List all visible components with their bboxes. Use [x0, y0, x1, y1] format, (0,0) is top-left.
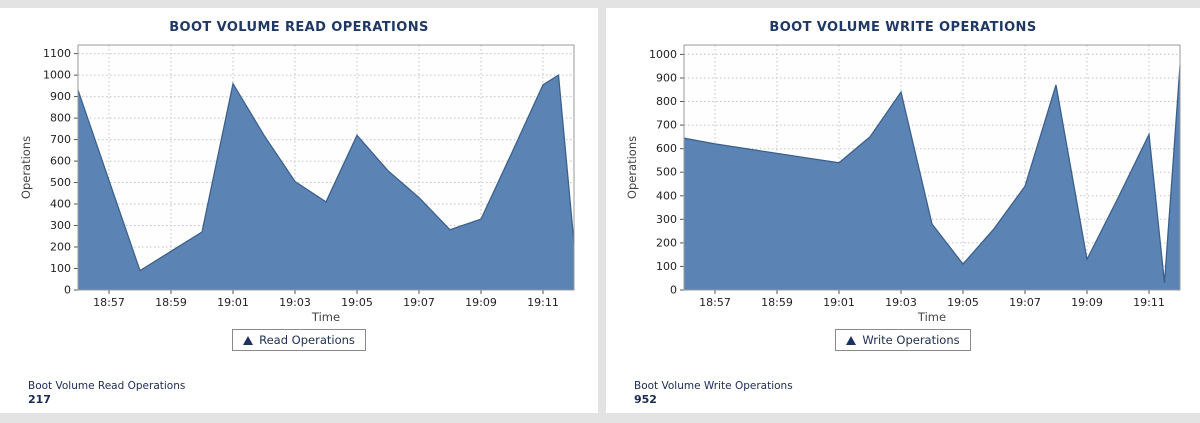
summary-value: 217: [28, 393, 51, 406]
svg-text:500: 500: [656, 166, 677, 179]
series-marker-icon: [243, 335, 254, 345]
svg-text:1100: 1100: [43, 47, 71, 60]
svg-text:700: 700: [50, 133, 71, 146]
summary-read: Boot Volume Read Operations 217: [28, 379, 185, 407]
legend-wrap-write: Write Operations: [606, 329, 1200, 351]
series-marker-icon: [846, 335, 857, 345]
svg-text:900: 900: [656, 72, 677, 85]
svg-text:400: 400: [50, 198, 71, 211]
write-operations-panel: BOOT VOLUME WRITE OPERATIONS 0 100 200 300 4…: [606, 8, 1200, 413]
svg-text:700: 700: [656, 119, 677, 132]
svg-text:Time: Time: [311, 310, 340, 324]
svg-text:Time: Time: [917, 310, 946, 324]
summary-label: Boot Volume Read Operations: [28, 380, 186, 392]
legend-label: Write Operations: [862, 333, 960, 347]
svg-text:19:11: 19:11: [527, 296, 559, 309]
svg-text:200: 200: [50, 241, 71, 254]
svg-text:1000: 1000: [649, 48, 677, 61]
svg-text:18:57: 18:57: [93, 296, 125, 309]
svg-text:Operations: Operations: [625, 136, 639, 199]
svg-text:400: 400: [656, 189, 677, 202]
svg-text:300: 300: [50, 219, 71, 232]
summary-label: Boot Volume Write Operations: [634, 380, 793, 392]
svg-text:100: 100: [50, 262, 71, 275]
svg-text:600: 600: [50, 155, 71, 168]
legend-label: Read Operations: [259, 333, 355, 347]
svg-text:500: 500: [50, 176, 71, 189]
svg-text:1000: 1000: [43, 69, 71, 82]
svg-text:0: 0: [670, 284, 677, 297]
svg-text:800: 800: [656, 95, 677, 108]
svg-text:19:01: 19:01: [823, 296, 855, 309]
svg-text:19:05: 19:05: [947, 296, 979, 309]
svg-text:19:07: 19:07: [403, 296, 435, 309]
summary-value: 952: [634, 393, 657, 406]
write-operations-chart: 0 100 200 300 400 500 600 700 800 900 1000 18:57 18:…: [625, 44, 1181, 324]
panel-divider: [598, 0, 606, 423]
svg-text:100: 100: [656, 260, 677, 273]
svg-text:19:09: 19:09: [1071, 296, 1103, 309]
svg-text:18:57: 18:57: [699, 296, 731, 309]
svg-text:Operations: Operations: [19, 136, 33, 199]
svg-text:19:01: 19:01: [217, 296, 249, 309]
svg-text:19:11: 19:11: [1133, 296, 1165, 309]
chart-title-read: BOOT VOLUME READ OPERATIONS: [169, 20, 429, 35]
svg-text:19:09: 19:09: [465, 296, 497, 309]
svg-text:18:59: 18:59: [155, 296, 187, 309]
svg-text:18:59: 18:59: [761, 296, 793, 309]
svg-text:19:03: 19:03: [279, 296, 311, 309]
legend-read-operations[interactable]: Read Operations: [232, 329, 366, 351]
svg-text:0: 0: [64, 284, 71, 297]
chart-title-write: BOOT VOLUME WRITE OPERATIONS: [769, 20, 1037, 35]
summary-write: Boot Volume Write Operations 952: [634, 379, 793, 407]
legend-wrap-read: Read Operations: [0, 329, 598, 351]
svg-text:19:05: 19:05: [341, 296, 373, 309]
legend-write-operations[interactable]: Write Operations: [835, 329, 971, 351]
svg-text:600: 600: [656, 142, 677, 155]
svg-text:200: 200: [656, 236, 677, 249]
svg-text:800: 800: [50, 112, 71, 125]
svg-text:19:07: 19:07: [1009, 296, 1041, 309]
read-operations-chart: 0 100 200 300 400 500 600 700 800 900 1000 1100 18:5…: [19, 44, 575, 324]
read-operations-panel: BOOT VOLUME READ OPERATIONS 0 100 200 300 40…: [0, 8, 598, 413]
svg-text:300: 300: [656, 213, 677, 226]
svg-text:19:03: 19:03: [885, 296, 917, 309]
svg-text:900: 900: [50, 90, 71, 103]
